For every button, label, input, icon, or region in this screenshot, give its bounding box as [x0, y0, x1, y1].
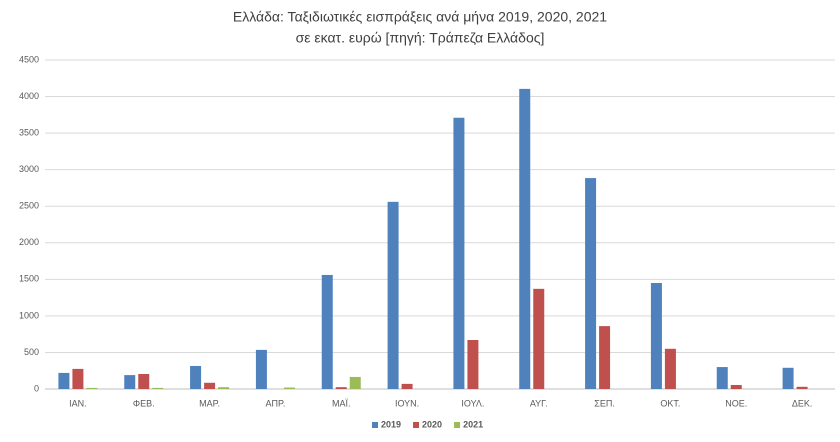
bar [86, 387, 98, 389]
legend-swatch [454, 422, 461, 428]
chart-title: Ελλάδα: Ταξιδιωτικές εισπράξεις ανά μήνα… [233, 9, 607, 25]
y-tick-label: 1500 [19, 274, 39, 284]
chart-subtitle: σε εκατ. ευρώ [πηγή: Τράπεζα Ελλάδος] [296, 30, 545, 46]
bar [204, 382, 216, 389]
bar [58, 372, 70, 389]
bar [782, 367, 794, 389]
bar [533, 288, 545, 389]
bar [283, 387, 295, 389]
y-tick-label: 0 [34, 383, 39, 393]
bar [218, 387, 230, 389]
x-tick-label: ΦΕΒ. [133, 398, 155, 408]
bar [335, 387, 347, 389]
bar [730, 384, 742, 389]
y-tick-label: 4500 [19, 54, 39, 64]
y-tick-label: 500 [24, 347, 39, 357]
y-tick-label: 2000 [19, 237, 39, 247]
bar [349, 376, 361, 389]
x-tick-label: ΝΟΕ. [725, 398, 747, 408]
bar [519, 88, 531, 389]
bar [401, 383, 413, 389]
y-tick-label: 3500 [19, 127, 39, 137]
x-tick-label: ΙΟΥΛ. [461, 398, 484, 408]
legend-label: 2021 [463, 419, 483, 429]
bar [796, 386, 808, 389]
bar [255, 349, 267, 389]
bar [387, 201, 399, 389]
bar [453, 117, 465, 389]
bar [124, 375, 136, 389]
legend-swatch [372, 422, 378, 428]
bar [650, 282, 662, 389]
legend-label: 2020 [422, 419, 442, 429]
y-tick-label: 4000 [19, 91, 39, 101]
x-tick-label: ΔΕΚ. [792, 398, 813, 408]
x-tick-label: ΜΑΪ. [332, 398, 351, 408]
legend-swatch [413, 422, 420, 428]
bar [585, 178, 597, 389]
bar [599, 326, 611, 389]
x-tick-label: ΜΑΡ. [199, 398, 220, 408]
x-tick-label: ΑΥΓ. [530, 398, 548, 408]
x-tick-label: ΑΠΡ. [265, 398, 285, 408]
x-tick-label: ΣΕΠ. [594, 398, 615, 408]
x-tick-label: ΙΟΥΝ. [395, 398, 419, 408]
y-tick-label: 1000 [19, 310, 39, 320]
x-tick-label: ΙΑΝ. [69, 398, 87, 408]
bar [152, 387, 164, 389]
y-tick-label: 3000 [19, 164, 39, 174]
bar [138, 374, 150, 389]
bar [72, 368, 84, 389]
y-tick-label: 2500 [19, 201, 39, 211]
x-tick-label: ΟΚΤ. [660, 398, 680, 408]
bar [321, 274, 333, 389]
bar [664, 348, 676, 389]
bar [467, 340, 479, 389]
bar [716, 367, 728, 389]
legend-label: 2019 [381, 419, 401, 429]
bar [190, 365, 202, 389]
